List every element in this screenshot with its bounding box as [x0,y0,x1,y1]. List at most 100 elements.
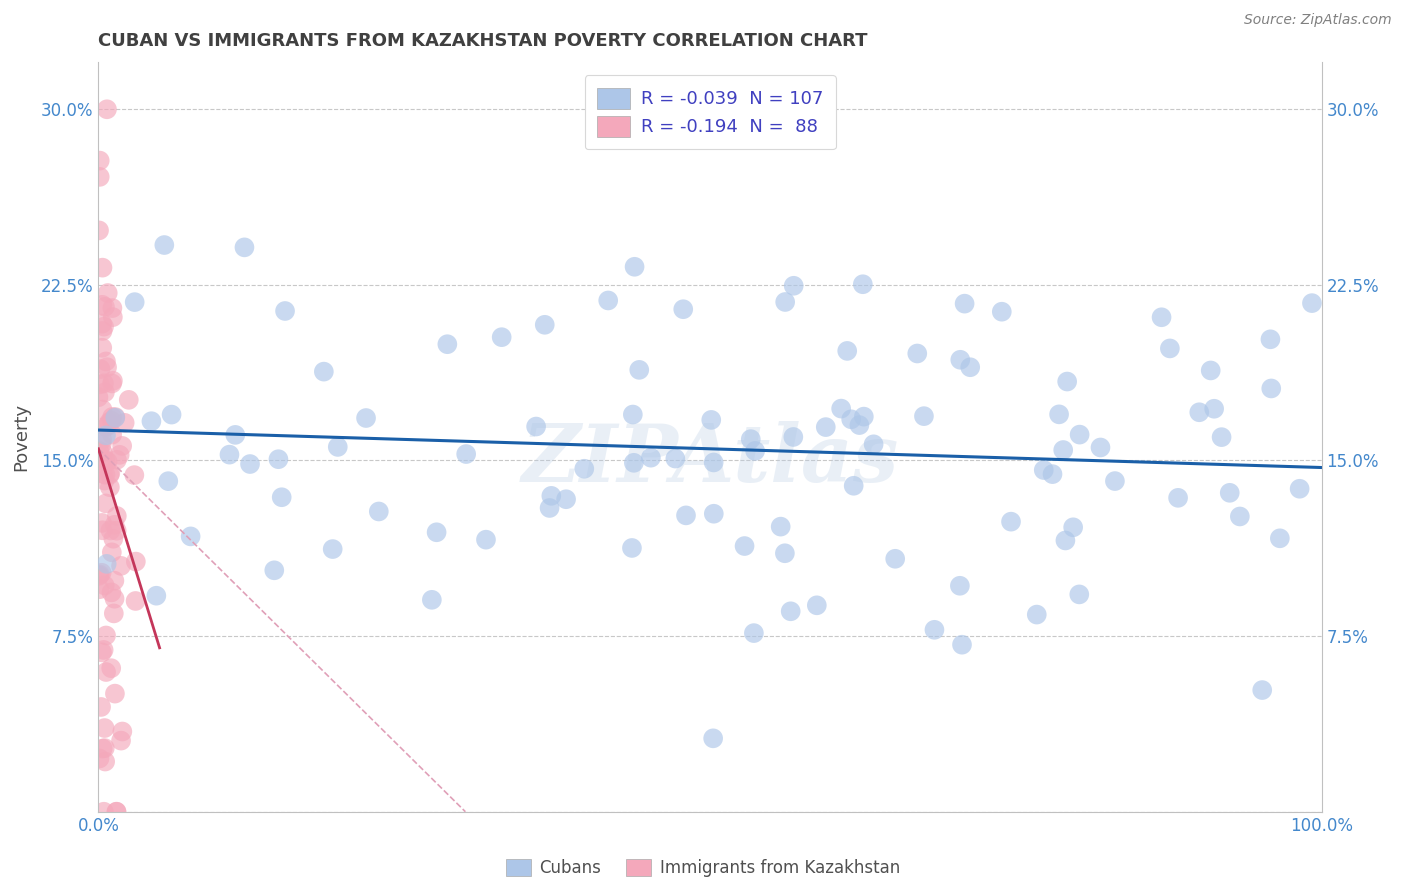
Point [93,721,115,735]
Point [1104,474,1126,488]
Point [124,295,146,310]
Point [623,456,645,470]
Point [110,558,132,573]
Point [239,457,262,471]
Point [145,589,167,603]
Point [672,302,695,317]
Point [1211,430,1233,444]
Point [104,410,127,425]
Point [783,278,806,293]
Point [1268,531,1291,545]
Point [91,317,114,331]
Point [1090,441,1112,455]
Point [98,466,121,480]
Point [769,519,792,533]
Point [574,461,596,475]
Point [100,524,122,538]
Point [782,430,804,444]
Point [91,523,114,537]
Point [884,551,907,566]
Point [141,414,163,428]
Point [94,419,117,434]
Point [779,604,801,618]
Point [621,408,644,422]
Point [108,448,131,462]
Y-axis label: Poverty: Poverty [11,403,30,471]
Point [89,153,111,168]
Point [89,567,111,582]
Point [1000,515,1022,529]
Point [100,414,122,428]
Point [322,542,344,557]
Text: Source: ZipAtlas.com: Source: ZipAtlas.com [1244,13,1392,28]
Point [628,363,651,377]
Point [540,489,562,503]
Point [98,480,121,494]
Point [100,585,122,599]
Point [218,448,240,462]
Point [949,579,972,593]
Point [94,354,117,368]
Point [90,516,112,530]
Point [263,563,285,577]
Point [848,418,870,433]
Point [89,362,111,376]
Point [538,500,561,515]
Point [90,700,112,714]
Point [90,566,112,580]
Point [105,508,128,523]
Point [98,467,121,482]
Point [96,102,118,116]
Point [91,341,114,355]
Point [91,645,114,659]
Point [700,413,723,427]
Point [426,525,449,540]
Point [93,578,115,592]
Point [93,474,115,488]
Point [94,628,117,642]
Text: CUBAN VS IMMIGRANTS FROM KAZAKHSTAN POVERTY CORRELATION CHART: CUBAN VS IMMIGRANTS FROM KAZAKHSTAN POVE… [98,32,868,50]
Point [105,805,128,819]
Point [1301,296,1323,310]
Point [354,411,377,425]
Point [101,310,124,325]
Point [1047,408,1070,422]
Point [93,805,115,819]
Point [1188,405,1211,419]
Point [96,557,118,571]
Point [124,594,146,608]
Point [533,318,555,332]
Point [456,447,478,461]
Point [87,568,110,582]
Point [94,428,117,442]
Point [89,751,111,765]
Point [103,607,125,621]
Legend: R = -0.039  N = 107, R = -0.194  N =  88: R = -0.039 N = 107, R = -0.194 N = 88 [585,75,835,150]
Point [90,437,112,451]
Point [87,223,110,237]
Point [905,346,928,360]
Point [436,337,458,351]
Point [101,545,124,559]
Point [814,420,837,434]
Point [475,533,498,547]
Point [1069,587,1091,601]
Point [270,490,292,504]
Point [1069,427,1091,442]
Point [101,376,124,391]
Point [274,304,297,318]
Point [852,409,875,424]
Point [94,420,117,434]
Point [104,410,127,425]
Point [326,440,349,454]
Point [703,455,725,469]
Point [837,343,859,358]
Point [180,529,202,543]
Point [773,295,796,310]
Point [101,410,124,425]
Point [491,330,513,344]
Point [1167,491,1189,505]
Point [1199,363,1222,377]
Point [312,365,335,379]
Point [1062,520,1084,534]
